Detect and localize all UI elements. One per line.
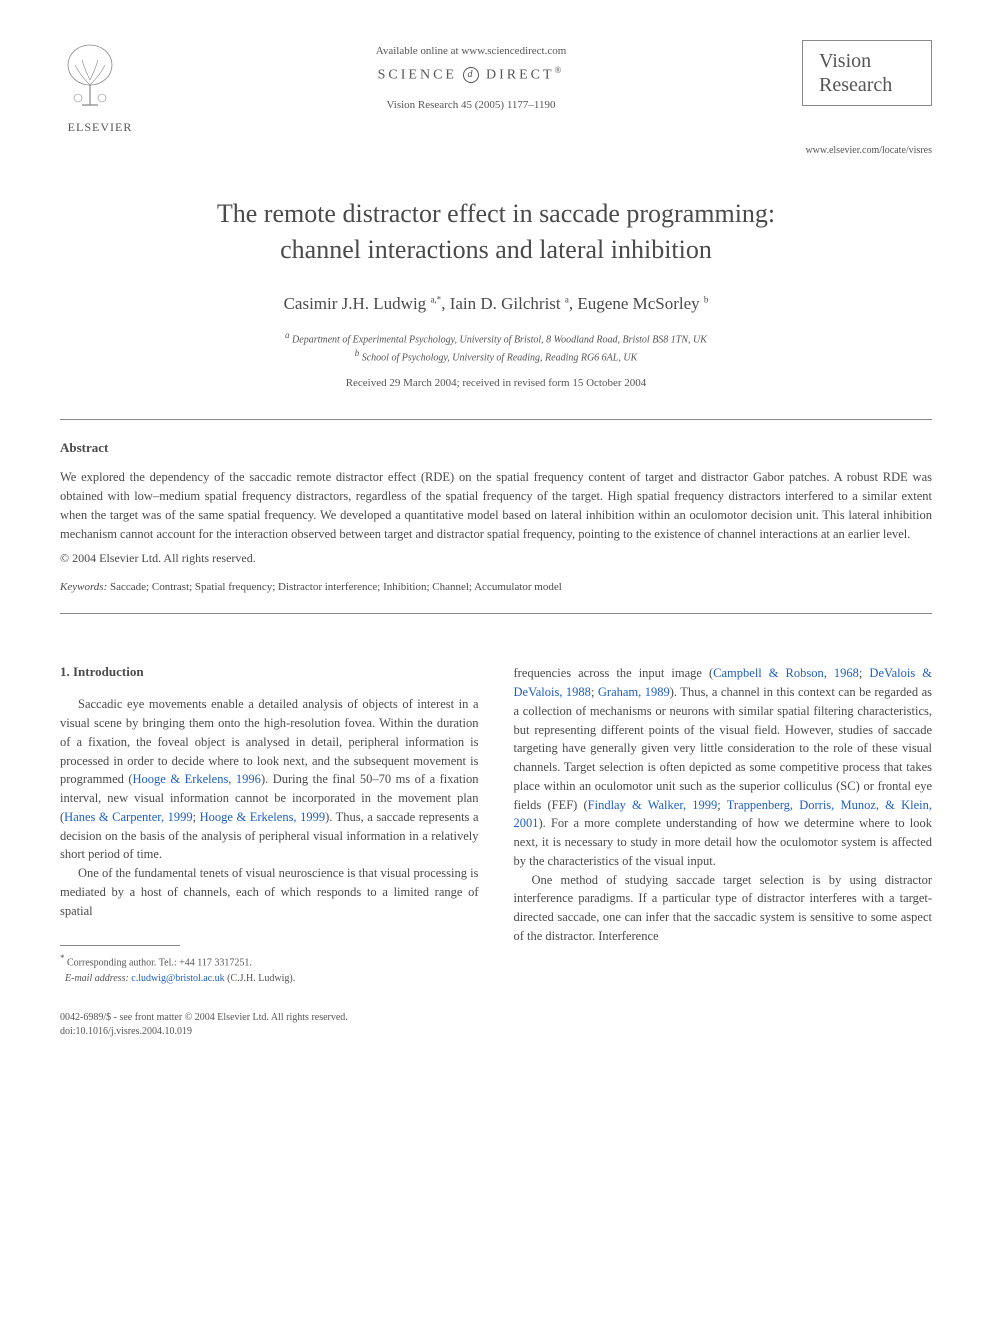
- intro-heading: 1. Introduction: [60, 664, 479, 680]
- email-link[interactable]: c.ludwig@bristol.ac.uk: [131, 973, 224, 984]
- keywords: Keywords: Saccade; Contrast; Spatial fre…: [60, 581, 932, 593]
- citation-link[interactable]: Graham, 1989: [598, 685, 670, 699]
- vision-research-block: Vision Research: [802, 40, 932, 106]
- citation-link[interactable]: Campbell & Robson, 1968: [713, 666, 859, 680]
- journal-title-line2: Research: [819, 73, 915, 97]
- divider-top: [60, 419, 932, 420]
- intro-para2: One of the fundamental tenets of visual …: [60, 864, 479, 920]
- locate-url: www.elsevier.com/locate/visres: [60, 145, 932, 156]
- science-direct-logo: SCIENCE d DIRECT®: [140, 65, 802, 84]
- article-title: The remote distractor effect in saccade …: [60, 196, 932, 269]
- elsevier-tree-icon: [60, 40, 120, 110]
- citation-link[interactable]: Hooge & Erkelens, 1996: [133, 772, 261, 786]
- journal-title-line1: Vision: [819, 49, 915, 73]
- intro-para3: frequencies across the input image (Camp…: [514, 664, 933, 870]
- citation-link[interactable]: Hanes & Carpenter, 1999: [64, 810, 192, 824]
- received-dates: Received 29 March 2004; received in revi…: [60, 377, 932, 389]
- abstract-text: We explored the dependency of the saccad…: [60, 468, 932, 543]
- left-column: 1. Introduction Saccadic eye movements e…: [60, 634, 479, 1038]
- footnote-divider: [60, 945, 180, 946]
- elsevier-logo: ELSEVIER: [60, 40, 140, 135]
- body-columns: 1. Introduction Saccadic eye movements e…: [60, 634, 932, 1038]
- citation-link[interactable]: Hooge & Erkelens, 1999: [200, 810, 325, 824]
- intro-para1: Saccadic eye movements enable a detailed…: [60, 695, 479, 864]
- page-header: ELSEVIER Available online at www.science…: [60, 40, 932, 135]
- corresponding-author-footnote: * Corresponding author. Tel.: +44 117 33…: [60, 952, 479, 985]
- footer-info: 0042-6989/$ - see front matter © 2004 El…: [60, 1011, 479, 1039]
- keywords-text: Saccade; Contrast; Spatial frequency; Di…: [107, 581, 562, 593]
- center-header: Available online at www.sciencedirect.co…: [140, 40, 802, 111]
- abstract-heading: Abstract: [60, 440, 932, 456]
- journal-title-box: Vision Research: [802, 40, 932, 106]
- sd-circle-icon: d: [463, 67, 479, 83]
- elsevier-label: ELSEVIER: [60, 120, 140, 135]
- citation-link[interactable]: Findlay & Walker, 1999: [588, 798, 718, 812]
- journal-reference: Vision Research 45 (2005) 1177–1190: [140, 99, 802, 111]
- affiliations: a Department of Experimental Psychology,…: [60, 329, 932, 366]
- keywords-label: Keywords:: [60, 581, 107, 593]
- intro-para4: One method of studying saccade target se…: [514, 871, 933, 946]
- right-column: frequencies across the input image (Camp…: [514, 634, 933, 1038]
- copyright-line: © 2004 Elsevier Ltd. All rights reserved…: [60, 551, 932, 566]
- authors: Casimir J.H. Ludwig a,*, Iain D. Gilchri…: [60, 294, 932, 314]
- divider-bottom: [60, 613, 932, 614]
- available-online-text: Available online at www.sciencedirect.co…: [140, 45, 802, 57]
